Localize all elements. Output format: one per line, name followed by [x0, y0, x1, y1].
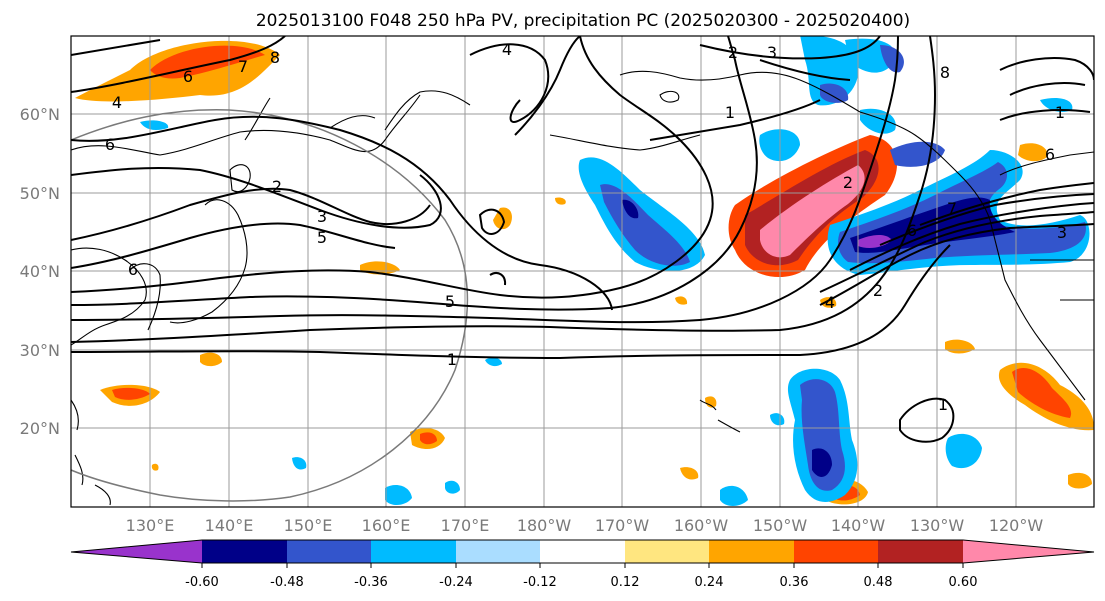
lon-label: 180°W — [517, 516, 572, 535]
contour-label: 6 — [907, 221, 917, 240]
lon-label: 160°W — [674, 516, 729, 535]
map-area: 4 6 7 8 6 2 3 5 6 4 2 3 1 8 5 1 4 2 1 6 … — [71, 36, 1094, 507]
colorbar-segment — [456, 540, 540, 563]
contour-label: 6 — [1045, 145, 1055, 164]
longitude-labels: 130°E 140°E 150°E 160°E 170°E 180°W 170°… — [126, 516, 1044, 535]
contour-label: 6 — [105, 135, 115, 154]
contour-label: 2 — [272, 177, 282, 196]
contour-label: 4 — [112, 93, 122, 112]
colorbar-tick-label: -0.60 — [185, 575, 219, 590]
colorbar-tick-label: -0.24 — [439, 575, 473, 590]
colorbar-tick-label: -0.36 — [354, 575, 388, 590]
contour-label: 8 — [940, 63, 950, 82]
contour-label: 2 — [728, 43, 738, 62]
colorbar-tick-label: 0.24 — [695, 575, 724, 590]
contour-label: 3 — [1057, 223, 1067, 242]
great-circle-line — [71, 109, 469, 502]
lon-label: 140°E — [205, 516, 254, 535]
colorbar-tick-label: -0.48 — [270, 575, 304, 590]
lon-label: 130°E — [126, 516, 175, 535]
lon-label: 170°E — [441, 516, 490, 535]
lat-label: 50°N — [20, 184, 60, 203]
map-frame — [70, 35, 1095, 508]
colorbar: -0.60 -0.48 -0.36 -0.24 -0.12 0.12 0.24 … — [70, 539, 1095, 590]
colorbar-segment — [878, 540, 963, 563]
latitude-labels: 60°N 50°N 40°N 30°N 20°N — [20, 105, 60, 438]
colorbar-ticks — [201, 563, 964, 568]
contour-label: 7 — [947, 199, 957, 218]
contour-label: 1 — [1055, 103, 1065, 122]
colorbar-segment — [371, 540, 456, 563]
lon-label: 150°E — [284, 516, 333, 535]
lon-label: 120°W — [989, 516, 1044, 535]
contour-label: 2 — [873, 281, 883, 300]
lon-label: 130°W — [910, 516, 965, 535]
contour-label: 4 — [825, 293, 835, 312]
contour-label: 1 — [725, 103, 735, 122]
lat-label: 30°N — [20, 341, 60, 360]
colorbar-segment — [540, 540, 625, 563]
lon-label: 160°E — [362, 516, 411, 535]
lon-label: 170°W — [595, 516, 650, 535]
contour-label: 5 — [317, 228, 327, 247]
contour-label: 3 — [767, 43, 777, 62]
lat-label: 60°N — [20, 105, 60, 124]
colorbar-tick-label: 0.60 — [949, 575, 978, 590]
colorbar-tick-label: 0.12 — [611, 575, 640, 590]
colorbar-segment — [963, 540, 1094, 563]
colorbar-segment — [709, 540, 794, 563]
contour-label: 6 — [128, 260, 138, 279]
contour-labels: 4 6 7 8 6 2 3 5 6 4 2 3 1 8 5 1 4 2 1 6 … — [105, 40, 1067, 414]
contour-label: 5 — [445, 292, 455, 311]
colorbar-tick-label: -0.12 — [523, 575, 557, 590]
coastlines — [71, 70, 1094, 506]
contour-label: 4 — [502, 40, 512, 59]
contour-label: 1 — [938, 395, 948, 414]
figure-title: 2025013100 F048 250 hPa PV, precipitatio… — [256, 11, 910, 31]
contour-label: 8 — [270, 48, 280, 67]
lon-label: 140°W — [831, 516, 886, 535]
colorbar-segment — [202, 540, 287, 563]
pv-contours — [71, 36, 1094, 443]
colorbar-tick-label: 0.48 — [864, 575, 893, 590]
colorbar-segment — [794, 540, 878, 563]
contour-label: 6 — [183, 67, 193, 86]
lat-lon-grid — [71, 36, 1094, 507]
lon-label: 150°W — [753, 516, 808, 535]
colorbar-segment — [71, 540, 202, 563]
lat-label: 20°N — [20, 419, 60, 438]
contour-label: 2 — [843, 173, 853, 192]
contour-label: 7 — [238, 57, 248, 76]
colorbar-segment — [287, 540, 371, 563]
colorbar-tick-label: 0.36 — [780, 575, 809, 590]
contour-label: 3 — [317, 207, 327, 226]
colorbar-segment — [625, 540, 709, 563]
lat-label: 40°N — [20, 262, 60, 281]
contour-label: 1 — [447, 350, 457, 369]
